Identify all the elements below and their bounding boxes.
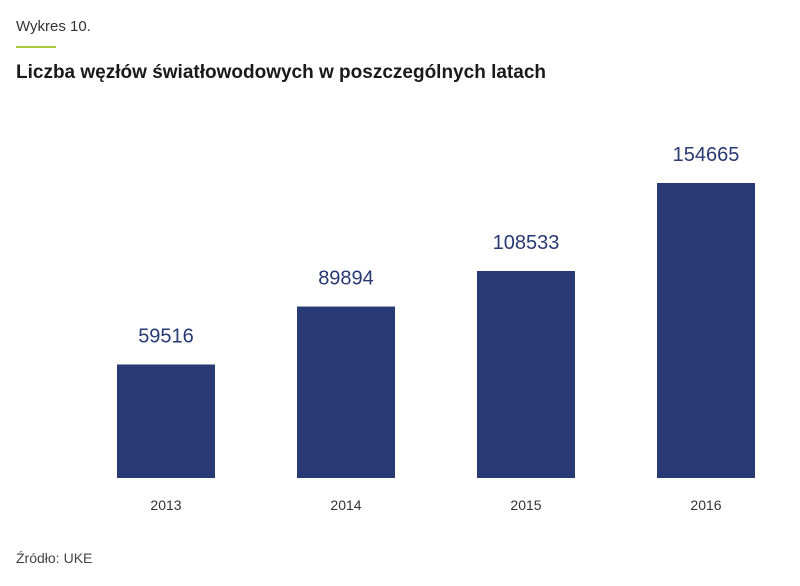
category-label-2013: 2013 (150, 497, 181, 513)
bar-2016 (657, 183, 755, 478)
category-label-2014: 2014 (330, 497, 361, 513)
value-label-2016: 154665 (673, 144, 740, 166)
chart-title: Liczba węzłów światłowodowych w poszczeg… (16, 62, 546, 83)
category-label-2016: 2016 (690, 497, 721, 513)
bar-chart: 59516 2013 89894 2014 108533 2015 154665 2016 (117, 144, 755, 513)
value-label-2013: 59516 (138, 325, 194, 347)
bar-2015 (477, 270, 575, 478)
accent-line (16, 46, 56, 48)
source-label: Źródło: (16, 550, 60, 566)
value-label-2014: 89894 (318, 268, 374, 290)
source-value: UKE (63, 550, 93, 566)
category-label-2015: 2015 (510, 497, 541, 513)
bar-2013 (117, 364, 215, 478)
figure-label: Wykres 10. (16, 18, 91, 35)
value-label-2015: 108533 (493, 232, 560, 254)
bar-2014 (297, 306, 395, 478)
source-note: Źródło: UKE (16, 550, 92, 566)
